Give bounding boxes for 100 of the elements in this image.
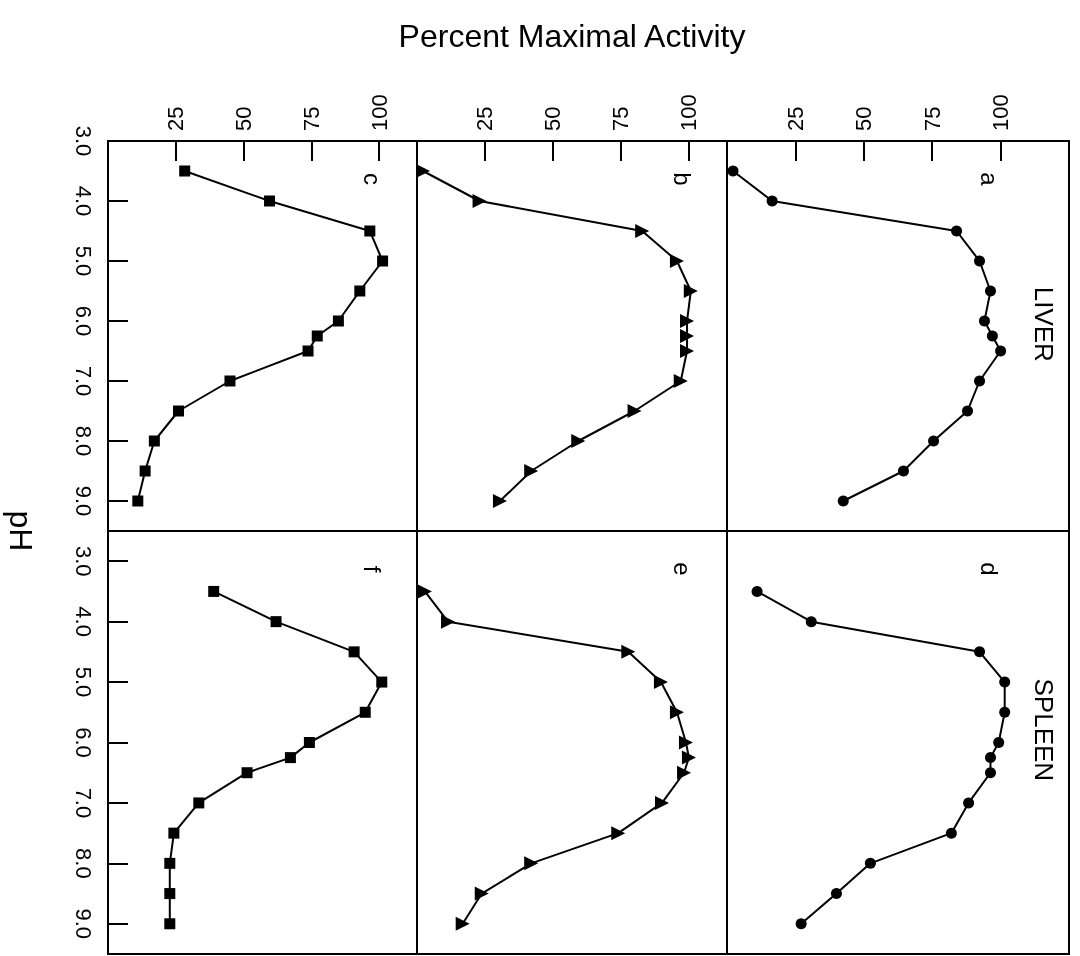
point	[417, 584, 432, 599]
y-tick-label: 8.0	[70, 425, 96, 457]
y-tick-label: 3.0	[70, 125, 96, 157]
point	[727, 165, 739, 177]
point	[751, 585, 763, 597]
x-tick-label: 100	[366, 94, 392, 131]
point	[999, 676, 1011, 688]
point	[354, 285, 366, 297]
point	[441, 614, 455, 629]
annotation: a	[975, 172, 1003, 187]
point	[132, 495, 144, 507]
point	[897, 465, 909, 477]
point	[795, 918, 807, 930]
x-tick-label: 50	[231, 106, 257, 131]
point	[681, 750, 696, 765]
point	[945, 827, 957, 839]
point	[621, 644, 636, 659]
point	[284, 752, 296, 764]
point	[348, 646, 360, 658]
point	[455, 916, 470, 931]
point	[164, 857, 176, 869]
point	[474, 886, 489, 901]
point	[974, 375, 986, 387]
x-tick-label: 25	[163, 106, 189, 131]
point	[524, 464, 539, 478]
y-tick-label: 6.0	[70, 727, 96, 758]
point	[359, 706, 371, 718]
point	[928, 435, 940, 447]
y-tick-label: 9.0	[70, 908, 96, 940]
point	[680, 329, 695, 343]
point	[673, 374, 688, 388]
point	[962, 405, 973, 417]
point	[270, 616, 282, 628]
point	[864, 857, 876, 869]
x-tick-label: 75	[919, 106, 945, 131]
point	[193, 797, 205, 809]
point	[264, 195, 276, 207]
point	[986, 330, 998, 342]
point	[364, 225, 376, 237]
x-axis-title: Percent Maximal Activity	[398, 17, 746, 55]
annotation: LIVER	[1029, 286, 1059, 362]
point	[978, 315, 990, 327]
point	[830, 888, 842, 900]
x-tick-label: 25	[782, 106, 808, 131]
point	[680, 344, 695, 358]
y-tick-label: 9.0	[70, 485, 96, 517]
annotation: d	[975, 562, 1003, 576]
y-tick-label: 5.0	[70, 666, 96, 698]
x-tick-label: 100	[988, 94, 1014, 131]
annotation: SPLEEN	[1029, 678, 1059, 782]
point	[984, 767, 996, 779]
point	[999, 706, 1011, 718]
point	[332, 315, 344, 327]
point	[168, 827, 180, 839]
y-tick-label: 4.0	[70, 185, 96, 217]
point	[139, 465, 151, 477]
point	[677, 765, 692, 780]
point	[837, 495, 849, 507]
point	[995, 345, 1007, 357]
point	[241, 767, 253, 779]
point	[984, 752, 996, 764]
point	[669, 705, 684, 720]
point	[655, 795, 670, 810]
point	[164, 888, 176, 900]
y-tick-label: 7.0	[70, 787, 96, 819]
point	[635, 224, 650, 238]
point	[766, 195, 778, 207]
x-tick-label: 75	[298, 106, 324, 131]
point	[164, 918, 176, 930]
point	[224, 375, 236, 387]
point	[524, 856, 539, 871]
x-tick-label: 75	[608, 106, 634, 131]
x-tick-label: 25	[472, 106, 498, 131]
point	[311, 330, 323, 342]
point	[993, 737, 1005, 748]
y-tick-label: 7.0	[70, 365, 96, 397]
point	[611, 826, 626, 841]
y-tick-label: 5.0	[70, 245, 96, 277]
y-axis-title: pH	[1, 510, 39, 552]
y-tick-label: 6.0	[70, 305, 96, 337]
point	[653, 675, 668, 690]
point	[963, 797, 975, 809]
point	[683, 284, 698, 298]
point	[951, 225, 963, 237]
annotation: c	[358, 173, 386, 185]
point	[571, 434, 586, 448]
annotation: e	[668, 562, 696, 576]
point	[669, 254, 684, 268]
annotation: f	[358, 565, 386, 573]
point	[472, 194, 487, 208]
point	[302, 345, 314, 357]
point	[627, 404, 642, 418]
point	[680, 314, 695, 328]
point	[148, 435, 160, 447]
point	[303, 737, 315, 748]
point	[492, 494, 507, 508]
point	[974, 255, 986, 267]
point	[805, 616, 817, 628]
point	[376, 676, 388, 688]
point	[377, 255, 389, 267]
